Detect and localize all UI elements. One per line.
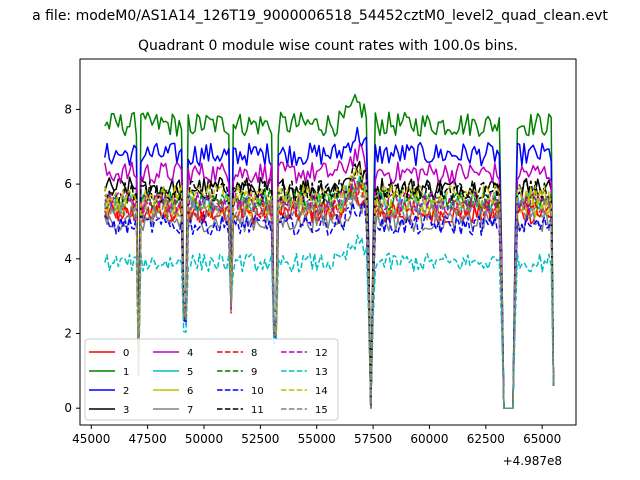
x-tick-label: 45000 xyxy=(72,432,110,446)
series-layer xyxy=(104,93,555,409)
y-tick-label: 0 xyxy=(64,401,72,415)
series-line-2 xyxy=(104,126,555,409)
x-tick-label: 55000 xyxy=(298,432,336,446)
legend-label-6: 6 xyxy=(187,386,193,397)
legend-label-5: 5 xyxy=(187,367,193,378)
legend-label-4: 4 xyxy=(187,348,193,359)
y-tick-label: 8 xyxy=(64,102,72,116)
legend-label-2: 2 xyxy=(123,386,129,397)
axes-layer: 45000 47500 50000 52500 55000 57500 60000 62500… xyxy=(64,58,577,446)
series-line-14 xyxy=(104,167,555,409)
x-tick-label: 50000 xyxy=(185,432,223,446)
series-line-12 xyxy=(104,176,555,409)
series-line-1 xyxy=(104,93,555,409)
legend-label-0: 0 xyxy=(123,348,129,359)
legend-label-7: 7 xyxy=(187,405,193,416)
axes-frame xyxy=(79,58,577,426)
x-tick-label: 60000 xyxy=(410,432,448,446)
x-offset-label: +4.987e8 xyxy=(503,454,562,468)
x-tick-label: 65000 xyxy=(523,432,561,446)
series-line-15 xyxy=(104,181,555,409)
legend-label-14: 14 xyxy=(315,386,328,397)
y-tick-label: 2 xyxy=(64,327,72,341)
series-line-13 xyxy=(104,234,555,409)
legend-label-15: 15 xyxy=(315,405,328,416)
series-line-4 xyxy=(104,143,555,409)
legend-label-12: 12 xyxy=(315,348,328,359)
series-line-11 xyxy=(104,163,555,409)
y-tick-label: 6 xyxy=(64,177,72,191)
legend-label-1: 1 xyxy=(123,367,129,378)
figure-suptitle: a file: modeM0/AS1A14_126T19_9000006518_… xyxy=(32,8,608,24)
x-tick-label: 62500 xyxy=(467,432,505,446)
legend-label-13: 13 xyxy=(315,367,328,378)
legend-label-10: 10 xyxy=(251,386,264,397)
legend-label-8: 8 xyxy=(251,348,257,359)
x-tick-label: 52500 xyxy=(241,432,279,446)
legend-label-3: 3 xyxy=(123,405,129,416)
series-line-10 xyxy=(104,201,555,409)
y-tick-label: 4 xyxy=(64,252,72,266)
legend-box xyxy=(84,338,339,421)
legend-label-11: 11 xyxy=(251,405,264,416)
chart-title: Quadrant 0 module wise count rates with … xyxy=(138,38,518,54)
x-tick-label: 57500 xyxy=(354,432,392,446)
x-tick-label: 47500 xyxy=(129,432,167,446)
legend-label-9: 9 xyxy=(251,367,257,378)
